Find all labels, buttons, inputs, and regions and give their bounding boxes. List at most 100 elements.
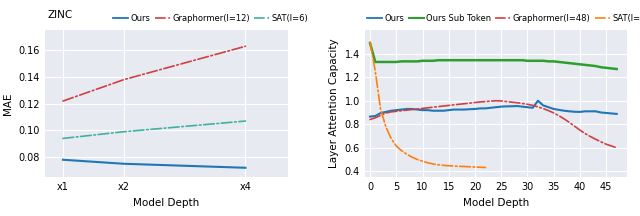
- Ours: [502, 105, 510, 108]
- Line: Ours Sub Token: Ours Sub Token: [370, 43, 617, 69]
- Ours Sub Token: [540, 59, 547, 62]
- Ours Sub Token: [476, 59, 484, 62]
- SAT(l=24): [397, 149, 405, 152]
- Ours Sub Token: [529, 59, 536, 62]
- Ours: [529, 106, 536, 109]
- Ours Sub Token: [571, 62, 579, 65]
- X-axis label: Model Depth: Model Depth: [463, 198, 529, 208]
- Ours Sub Token: [597, 66, 605, 68]
- Graphormer(l=48): [419, 107, 426, 110]
- Ours Sub Token: [456, 59, 463, 62]
- Ours: [429, 110, 437, 112]
- Ours Sub Token: [550, 60, 557, 63]
- SAT(l=24): [440, 164, 447, 167]
- Graphormer(l=48): [371, 116, 379, 119]
- SAT(l=24): [466, 165, 474, 168]
- Ours Sub Token: [419, 59, 426, 62]
- Graphormer(l=48): [545, 109, 552, 112]
- Line: Graphormer(l=48): Graphormer(l=48): [370, 101, 617, 148]
- Ours Sub Token: [387, 61, 395, 63]
- Ours: [397, 108, 405, 111]
- Graphormer(l=48): [397, 110, 405, 112]
- SAT(l=24): [392, 145, 400, 147]
- Graphormer(l=48): [587, 135, 595, 138]
- Ours: [242, 167, 250, 169]
- Legend: Ours, Graphormer(l=12), SAT(l=6): Ours, Graphormer(l=12), SAT(l=6): [110, 11, 312, 27]
- Ours: [440, 110, 447, 112]
- Line: Ours: Ours: [63, 160, 246, 168]
- Text: ZINC: ZINC: [47, 10, 72, 20]
- Ours: [450, 108, 458, 111]
- Ours: [513, 105, 521, 107]
- Ours Sub Token: [429, 59, 437, 62]
- Graphormer(l=48): [387, 111, 395, 113]
- Ours: [387, 110, 395, 112]
- SAT(l=24): [371, 70, 379, 73]
- Graphormer(l=48): [461, 102, 468, 105]
- Graphormer(l=48): [476, 101, 484, 103]
- Ours: [419, 109, 426, 111]
- Graphormer(l=48): [602, 143, 610, 146]
- SAT(l=24): [419, 160, 426, 163]
- Ours Sub Token: [555, 61, 563, 63]
- Graphormer(l=48): [555, 114, 563, 117]
- Ours Sub Token: [445, 59, 452, 62]
- Graphormer(l=48): [429, 106, 437, 108]
- Ours Sub Token: [382, 61, 390, 63]
- X-axis label: Model Depth: Model Depth: [133, 198, 200, 208]
- Ours Sub Token: [413, 60, 421, 63]
- Ours: [561, 110, 568, 112]
- SAT(l=24): [476, 166, 484, 168]
- Ours Sub Token: [435, 59, 442, 62]
- Ours Sub Token: [471, 59, 479, 62]
- SAT(l=24): [482, 166, 490, 169]
- Ours: [613, 113, 621, 115]
- Graphormer(l=48): [607, 145, 615, 147]
- Ours: [524, 106, 531, 108]
- Ours Sub Token: [487, 59, 495, 62]
- Graphormer(l=48): [366, 118, 374, 121]
- Graphormer(l=48): [392, 110, 400, 113]
- Graphormer(l=48): [424, 106, 431, 109]
- Graphormer(l=48): [592, 138, 600, 141]
- Ours: [435, 110, 442, 112]
- SAT(l=24): [377, 108, 385, 110]
- Ours Sub Token: [492, 59, 500, 62]
- Graphormer(l=48): [502, 100, 510, 103]
- Graphormer(l=48): [482, 100, 490, 103]
- SAT(l=24): [445, 164, 452, 167]
- SAT(l=24): [435, 164, 442, 166]
- SAT(l=24): [471, 166, 479, 168]
- Ours: [366, 115, 374, 118]
- Ours Sub Token: [607, 67, 615, 70]
- Ours: [534, 99, 542, 102]
- Ours Sub Token: [408, 60, 416, 63]
- Line: Ours: Ours: [370, 101, 617, 117]
- Ours: [592, 110, 600, 113]
- Ours: [576, 111, 584, 113]
- Graphormer(l=48): [529, 104, 536, 107]
- Ours Sub Token: [592, 65, 600, 67]
- Y-axis label: MAE: MAE: [3, 92, 13, 115]
- Ours: [540, 104, 547, 107]
- SAT(l=24): [413, 158, 421, 161]
- Ours: [408, 108, 416, 110]
- Ours: [377, 112, 385, 114]
- Graphormer(l=48): [571, 125, 579, 128]
- Ours Sub Token: [366, 42, 374, 44]
- Ours: [120, 162, 128, 165]
- SAT(l=6): [120, 130, 128, 133]
- SAT(l=24): [408, 156, 416, 159]
- Ours Sub Token: [392, 61, 400, 63]
- SAT(l=24): [387, 137, 395, 140]
- Ours: [587, 110, 595, 113]
- Ours: [487, 106, 495, 109]
- Ours: [607, 112, 615, 115]
- Ours: [461, 108, 468, 111]
- Ours: [497, 105, 505, 108]
- SAT(l=24): [366, 41, 374, 43]
- Ours Sub Token: [497, 59, 505, 62]
- Graphormer(l=48): [450, 103, 458, 106]
- Ours: [413, 108, 421, 111]
- Graphormer(l=48): [492, 99, 500, 102]
